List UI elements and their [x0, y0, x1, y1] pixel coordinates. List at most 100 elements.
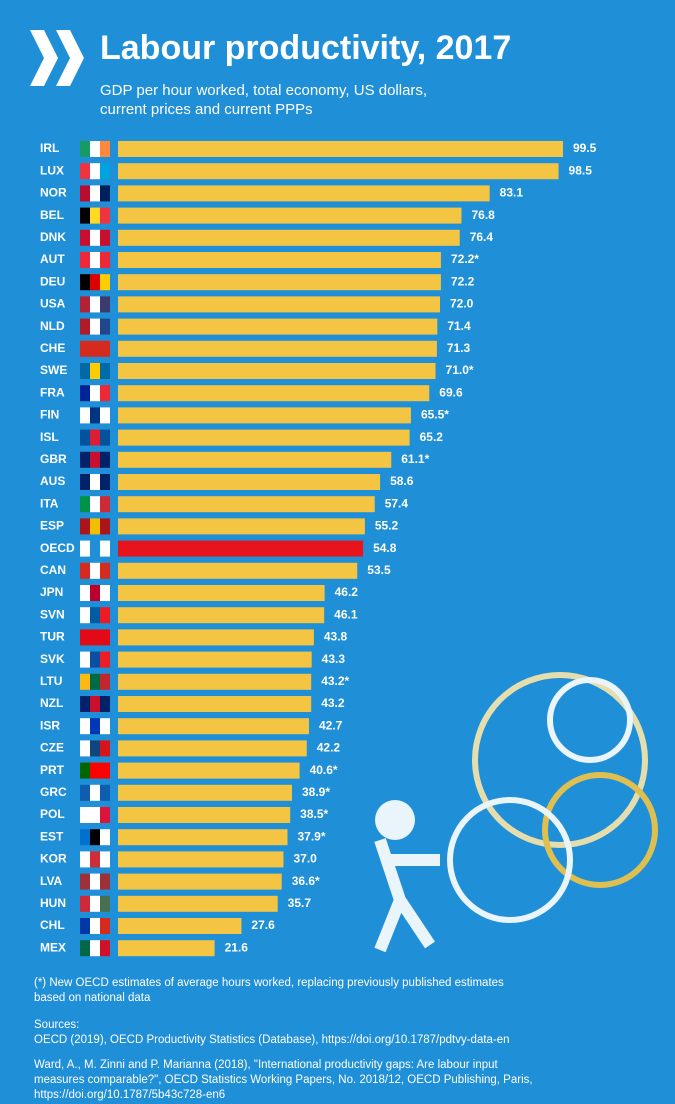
category-label: TUR — [40, 630, 65, 644]
flag — [100, 851, 110, 867]
bar — [118, 785, 292, 801]
flag — [80, 407, 90, 423]
category-label: LTU — [40, 674, 62, 688]
bar — [118, 274, 441, 290]
value-label: 37.9* — [298, 829, 326, 843]
value-label: 76.8 — [471, 208, 495, 222]
flag — [80, 874, 90, 890]
flag — [80, 918, 90, 934]
flag — [100, 896, 110, 912]
category-label: POL — [40, 807, 65, 821]
chart: Labour productivity, 2017 GDP per hour w… — [0, 0, 675, 1104]
flag — [100, 496, 110, 512]
bar — [118, 407, 411, 423]
value-label: 40.6* — [310, 763, 338, 777]
flag — [80, 496, 90, 512]
flag — [100, 296, 110, 312]
category-label: SVN — [40, 607, 65, 621]
flag — [90, 385, 100, 401]
value-label: 55.2 — [375, 519, 399, 533]
value-label: 99.5 — [573, 141, 597, 155]
flag — [100, 785, 110, 801]
flag — [100, 341, 110, 357]
flag — [80, 541, 90, 557]
flag — [80, 896, 90, 912]
flag — [100, 363, 110, 379]
flag — [100, 807, 110, 823]
category-label: GRC — [40, 785, 67, 799]
flag — [100, 252, 110, 268]
flag — [90, 652, 100, 668]
flag — [80, 674, 90, 690]
value-label: 72.2* — [451, 252, 479, 266]
category-label: KOR — [40, 852, 67, 866]
category-label: NZL — [40, 696, 63, 710]
flag — [100, 430, 110, 446]
value-label: 83.1 — [500, 186, 524, 200]
flag — [90, 518, 100, 534]
flag — [100, 208, 110, 224]
flag — [90, 785, 100, 801]
bar — [118, 851, 283, 867]
figure-head — [375, 800, 415, 840]
flag — [80, 696, 90, 712]
flag — [80, 585, 90, 601]
flag — [80, 208, 90, 224]
flag — [90, 696, 100, 712]
value-label: 58.6 — [390, 474, 414, 488]
bar — [118, 518, 365, 534]
reference: https://doi.org/10.1787/5b43c728-en6 — [34, 1089, 225, 1101]
flag — [100, 674, 110, 690]
category-label: NLD — [40, 319, 65, 333]
category-label: ESP — [40, 519, 64, 533]
category-label: AUT — [40, 252, 65, 266]
value-label: 57.4 — [385, 496, 409, 510]
bar — [118, 585, 325, 601]
bar — [118, 496, 375, 512]
bar — [118, 563, 357, 579]
flag — [100, 518, 110, 534]
value-label: 37.0 — [293, 852, 317, 866]
flag — [90, 829, 100, 845]
flag — [80, 829, 90, 845]
flag — [100, 718, 110, 734]
flag — [80, 363, 90, 379]
bar — [118, 363, 436, 379]
flag — [90, 607, 100, 623]
bar — [118, 319, 437, 335]
flag — [100, 652, 110, 668]
bar — [118, 763, 300, 779]
flag — [90, 274, 100, 290]
flag — [90, 319, 100, 335]
category-label: MEX — [40, 940, 66, 954]
flag — [90, 674, 100, 690]
flag — [80, 763, 90, 779]
value-label: 43.2* — [321, 674, 349, 688]
flag — [90, 940, 100, 956]
flag — [100, 407, 110, 423]
flag — [100, 319, 110, 335]
flag — [90, 296, 100, 312]
flag — [80, 430, 90, 446]
flag — [90, 230, 100, 246]
flag — [80, 607, 90, 623]
category-label: CHE — [40, 341, 65, 355]
flag — [90, 141, 100, 157]
value-label: 72.2 — [451, 274, 475, 288]
value-label: 42.2 — [317, 741, 341, 755]
flag — [100, 696, 110, 712]
bar — [118, 474, 380, 490]
bar — [118, 385, 429, 401]
flag — [100, 163, 110, 179]
value-label: 38.5* — [300, 807, 328, 821]
flag — [80, 296, 90, 312]
category-label: GBR — [40, 452, 67, 466]
value-label: 72.0 — [450, 297, 474, 311]
flag — [90, 763, 100, 779]
category-label: PRT — [40, 763, 65, 777]
category-label: USA — [40, 297, 66, 311]
category-label: ISR — [40, 718, 60, 732]
value-label: 65.2 — [420, 430, 444, 444]
flag — [100, 385, 110, 401]
category-label: EST — [40, 829, 64, 843]
